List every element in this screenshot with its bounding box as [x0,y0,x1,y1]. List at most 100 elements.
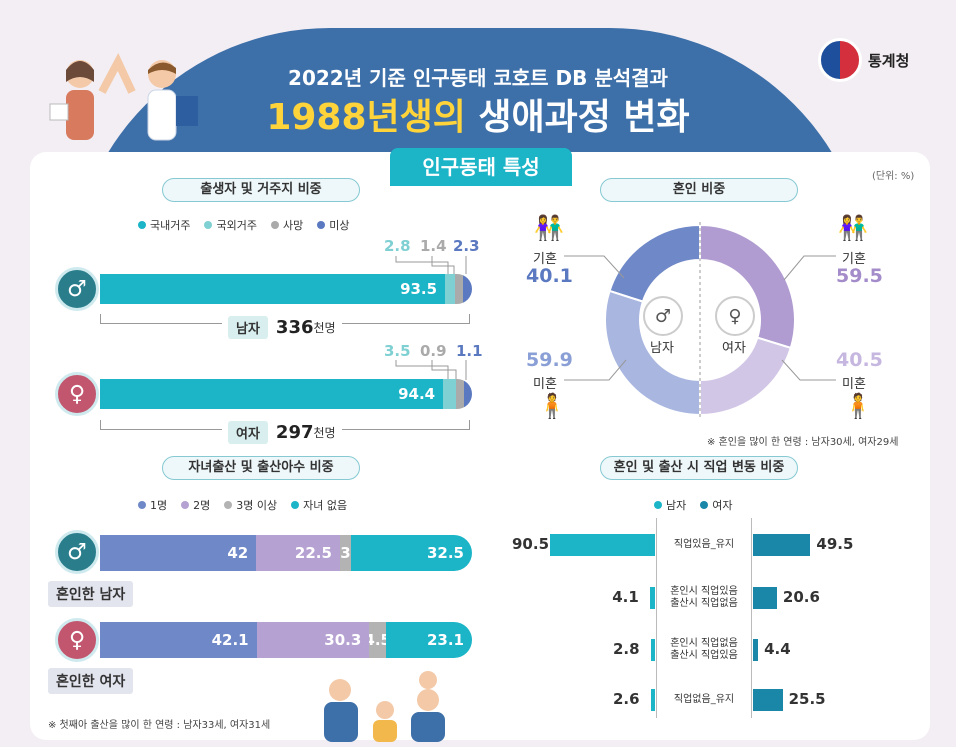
female-unmarried-label: 미혼 [842,377,866,392]
legend-label: 2명 [193,499,211,512]
agency-logo: 통계청 [818,38,909,82]
legend-label: 국외거주 [216,219,257,232]
legend-dot [181,501,190,509]
children-female-bar: 42.1 30.3 4.5 23.1 [100,622,472,658]
legend-dot [224,501,233,509]
residence-male-leaders [395,256,467,274]
bar-segment-unknown [463,274,472,304]
female-unmarried-value: 40.5 [836,349,883,371]
legend-dot [138,501,146,509]
legend-label: 자녀 없음 [303,499,348,512]
couple-icon: 👫 [838,214,868,242]
job-value-male: 2.8 [613,640,640,658]
bar-segment-none: 23.1 [386,622,472,658]
legend-dot [204,221,213,229]
residence-female-abroad-label: 3.5 [384,342,411,360]
female-leaders [781,255,836,381]
job-value-female: 20.6 [782,588,820,606]
donut-female-label: 여자 [722,341,746,356]
job-bar-male [651,689,655,711]
job-bar-female [753,534,811,556]
children-male-bar: 42 22.5 3 32.5 [100,535,472,571]
male-total-value: 336 [275,317,314,338]
legend-label: 1명 [150,499,168,512]
male-married-label: 기혼 [533,252,557,267]
children-title: 자녀출산 및 출산아수 비중 [162,456,360,480]
couple-svg [49,53,198,141]
legend-dot [317,221,326,229]
legend-item: 여자 [700,497,733,513]
legend-dot [291,501,300,509]
job-bar-male [651,639,655,661]
residence-legend: 국내거주 국외거주 사망 미상 [138,217,349,233]
couple-illustration [40,52,210,152]
residence-female-unknown-label: 1.1 [456,342,483,360]
job-category-label: 직업없음_유지 [673,694,735,705]
bar-segment-domestic: 94.4 [100,379,444,409]
job-value-male: 4.1 [612,588,639,606]
male-total-unit: 천명 [313,321,336,335]
legend-label: 미상 [329,219,350,232]
person-icon: 🧍 [537,392,567,420]
legend-label: 여자 [712,499,733,512]
marriage-donut [604,222,796,418]
couple-icon: 👫 [534,214,564,242]
title-rest: 생애과정 변화 [465,97,690,138]
female-married-value: 59.5 [836,265,883,287]
jobs-center-column [656,518,752,718]
job-value-female: 49.5 [816,535,854,553]
residence-female-bar: 94.4 [100,379,472,409]
legend-item: 미상 [317,217,349,233]
legend-item: 2명 [181,497,210,513]
bar-segment-none: 32.5 [351,535,472,571]
legend-dot [700,501,709,509]
residence-male-death-label: 1.4 [420,237,447,255]
residence-female-leaders [395,360,467,380]
job-bar-female [753,689,783,711]
job-bar-male [650,587,655,609]
legend-label: 3명 이상 [236,499,278,512]
marriage-note: ※ 혼인을 많이 한 연령 : 남자30세, 여자29세 [707,437,899,448]
marriage-title: 혼인 비중 [600,178,798,202]
job-category-label: 직업있음_유지 [673,539,735,550]
job-value-female: 25.5 [788,690,826,708]
legend-label: 국내거주 [150,219,191,232]
legend-label: 사망 [282,219,304,232]
legend-item: 남자 [654,497,686,513]
male-unmarried-label: 미혼 [533,377,557,392]
married-female-avatar-icon: ♀ [55,618,99,662]
male-center-icon: ♂ [643,296,683,336]
children-note: ※ 첫째아 출산을 많이 한 연령 : 남자33세, 여자31세 [48,720,271,731]
job-bar-female [753,587,777,609]
bar-segment-two: 30.3 [256,622,370,658]
bar-segment-one: 42 [100,535,257,571]
male-total-label: 남자 [228,316,268,339]
female-total-unit: 천명 [313,426,336,440]
bar-segment-three: 4.5 [369,622,387,658]
job-category-label: 혼인시 직업없음 출산시 직업있음 [670,638,738,661]
legend-item: 3명 이상 [224,497,277,513]
residence-male-unknown-label: 2.3 [453,237,480,255]
female-total-label: 여자 [228,421,268,444]
male-unmarried-value: 59.9 [526,349,573,371]
male-married-value: 40.1 [526,265,573,287]
section-title: 인구동태 특성 [390,148,572,186]
residence-female-death-label: 0.9 [420,342,447,360]
jobs-legend: 남자 여자 [654,497,733,513]
job-bar-female [753,639,759,661]
legend-dot [138,221,146,229]
main-title: 1988년생의 생애과정 변화 [0,88,956,140]
female-avatar-icon: ♀ [55,372,99,416]
female-married-label: 기혼 [842,252,866,267]
residence-title: 출생자 및 거주지 비중 [162,178,360,202]
legend-label: 남자 [666,499,687,512]
legend-item: 자녀 없음 [291,497,347,513]
legend-item: 국내거주 [138,217,190,233]
donut-slice-male-unmarried [604,289,701,417]
donut-male-label: 남자 [650,341,674,356]
legend-item: 1명 [138,497,167,513]
job-value-male: 2.6 [613,690,640,708]
legend-dot [270,221,279,229]
children-legend: 1명 2명 3명 이상 자녀 없음 [138,497,347,513]
bar-segment-abroad [445,274,456,304]
